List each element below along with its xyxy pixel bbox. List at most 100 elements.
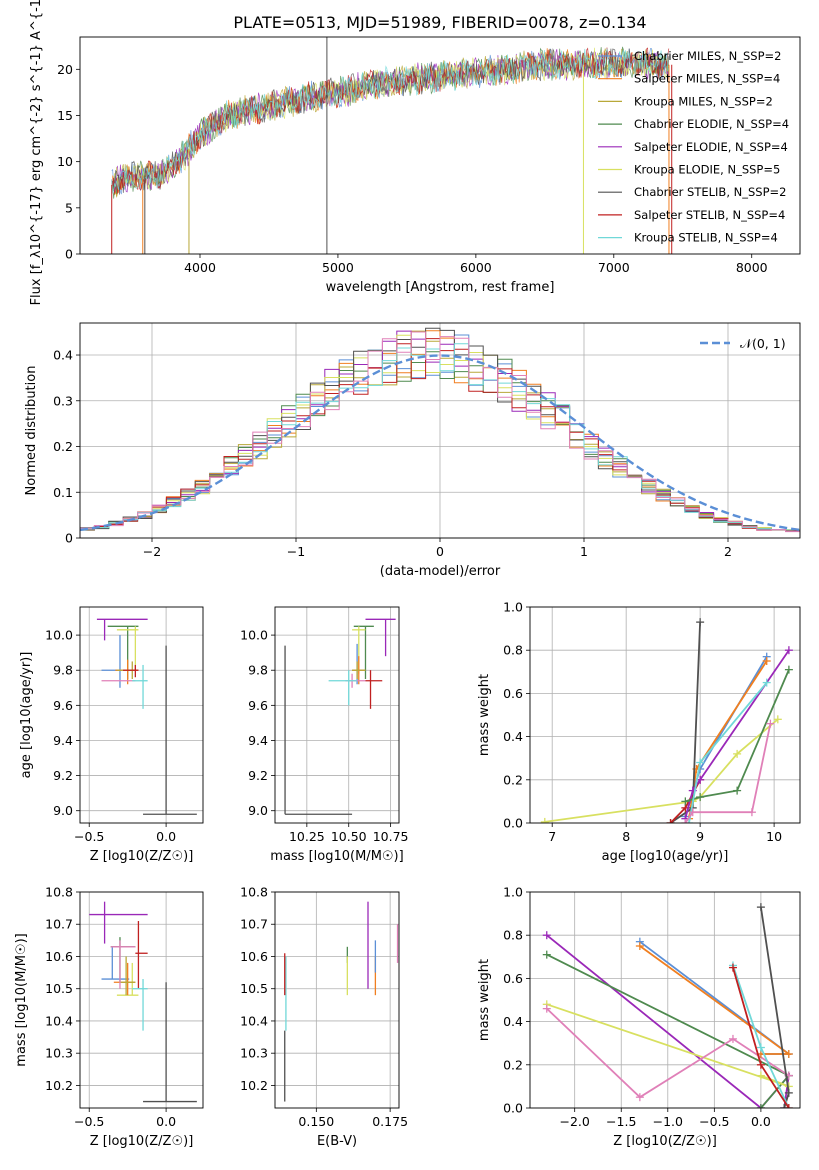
errorbar-point <box>96 618 148 641</box>
grid-lines <box>275 891 399 1108</box>
y-tick-label: 9.4 <box>53 733 73 748</box>
errorbar-point <box>119 956 136 996</box>
x-tick-label: 6000 <box>460 260 492 275</box>
x-tick-label: 0.0 <box>156 1114 176 1129</box>
axes-frame <box>79 606 204 824</box>
x-tick-label: −1.5 <box>606 1114 636 1129</box>
y-tick-label: 9.2 <box>248 768 268 783</box>
x-tick-label: 1 <box>580 544 588 559</box>
weight-marker <box>756 903 765 912</box>
errorbar-point <box>101 946 130 980</box>
errorbar-point <box>143 645 197 815</box>
weight-marker <box>542 1004 551 1013</box>
weight-marker <box>542 950 551 959</box>
spectrum-line <box>111 49 670 193</box>
y-tick-label: 0.4 <box>53 348 73 363</box>
grid-lines <box>530 606 800 824</box>
x-axis-label: (data-model)/error <box>380 564 501 579</box>
legend-label: 𝒩(0, 1) <box>740 336 786 351</box>
axes-frame <box>274 891 400 1109</box>
y-axis-label: Normed distribution <box>24 366 39 496</box>
y-tick-label: 0.3 <box>53 393 73 408</box>
weight-marker <box>762 678 771 687</box>
y-tick-label: 10.7 <box>45 917 73 932</box>
y-tick-label: 20 <box>57 62 73 77</box>
axes-frame <box>529 891 801 1109</box>
y-tick-label: 10.3 <box>45 1046 73 1061</box>
plot-area <box>80 327 800 538</box>
weight-marker <box>733 749 742 758</box>
x-tick-label: −1.0 <box>653 1114 683 1129</box>
plot-area <box>284 618 396 815</box>
figure-title: PLATE=0513, MJD=51989, FIBERID=0078, z=0… <box>233 13 646 32</box>
x-tick-label: 9 <box>696 829 704 844</box>
y-tick-label: 10.7 <box>240 917 268 932</box>
axes-frame <box>274 606 400 824</box>
grid-lines <box>80 891 203 1108</box>
errorbar-point <box>352 661 366 679</box>
legend-label: Chabrier STELIB, N_SSP=2 <box>634 185 786 199</box>
errorbar-point <box>365 618 396 657</box>
y-axis-label: Flux [f_λ10^{-17} erg cm^{-2} s^{-1} A^{… <box>29 0 44 305</box>
y-tick-label: 9.0 <box>248 803 268 818</box>
y-axis-label: mass weight <box>477 674 492 756</box>
weight-line <box>688 682 768 823</box>
weight-marker <box>666 819 675 823</box>
plot-area <box>542 903 793 1108</box>
y-tick-label: 15 <box>57 108 73 123</box>
errorbar-point <box>284 645 353 815</box>
y-tick-label: 0 <box>65 531 73 546</box>
y-tick-label: 9.8 <box>53 663 73 678</box>
errorbar-point <box>116 626 139 671</box>
x-tick-label: 0.175 <box>372 1114 408 1129</box>
age-vs-mass-panel: 10.25 10.50 10.75 9.0 9.2 9.4 9.6 9.8 10.0 mass [… <box>240 606 409 864</box>
weight-marker <box>756 1043 765 1052</box>
errorbar-point <box>110 940 136 989</box>
errorbar-point <box>135 921 148 989</box>
x-axis-label: Z [log10(Z/Z☉)] <box>90 849 194 864</box>
x-tick-label: −2.0 <box>560 1114 590 1129</box>
x-tick-label: 8000 <box>736 260 768 275</box>
y-tick-label: 1.0 <box>503 885 523 900</box>
legend-label: Chabrier MILES, N_SSP=2 <box>634 49 781 63</box>
x-axis-label: mass [log10(M/M☉)] <box>270 849 403 864</box>
errorbar-point <box>328 670 358 706</box>
legend: Chabrier MILES, N_SSP=2 Salpeter MILES, N… <box>598 49 789 245</box>
weight-marker <box>540 817 549 823</box>
y-tick-label: 0.2 <box>503 1057 523 1072</box>
mass-vs-ebv-panel: 0.150 0.175 10.2 10.3 10.4 10.5 10.6 10.7 10.8 E(… <box>240 885 408 1150</box>
y-tick-label: 0.6 <box>503 686 523 701</box>
y-tick-label: 9.0 <box>53 803 73 818</box>
x-tick-label: 10.25 <box>289 829 325 844</box>
errorbar-point <box>107 625 139 679</box>
weight-marker <box>733 786 742 795</box>
y-tick-label: 10.5 <box>45 981 73 996</box>
errorbar-point <box>123 664 139 678</box>
weight-marker <box>756 1060 765 1069</box>
y-tick-label: 0 <box>65 247 73 262</box>
legend-label: Salpeter STELIB, N_SSP=4 <box>634 208 785 222</box>
weight-marker <box>747 808 756 817</box>
y-tick-label: 1.0 <box>503 600 523 615</box>
y-tick-label: 9.6 <box>248 698 268 713</box>
weight-line <box>544 718 779 823</box>
x-axis-label: age [log10(age/yr)] <box>602 849 729 864</box>
y-tick-label: 10.5 <box>240 981 268 996</box>
y-tick-label: 0.0 <box>503 816 523 831</box>
weight-line <box>684 723 772 823</box>
weight-marker <box>696 758 705 767</box>
grid-lines <box>80 607 203 823</box>
y-axis-label: age [log10(age/yr)] <box>19 652 34 779</box>
weight-marker <box>685 819 694 823</box>
x-tick-label: 7000 <box>598 260 630 275</box>
axes-frame <box>79 322 801 539</box>
weight-marker <box>696 618 705 627</box>
x-tick-label: 10.75 <box>373 829 409 844</box>
y-tick-label: 0.2 <box>503 772 523 787</box>
legend-label: Kroupa MILES, N_SSP=2 <box>634 94 773 108</box>
age-vs-metallicity-panel: −0.5 0.0 9.0 9.2 9.4 9.6 9.8 10.0 Z [log10(Z/Z☉)… <box>19 606 204 864</box>
weight-marker <box>542 931 551 940</box>
weight-marker <box>696 793 705 802</box>
weight-marker <box>784 665 793 674</box>
spectrum-line <box>111 48 670 195</box>
